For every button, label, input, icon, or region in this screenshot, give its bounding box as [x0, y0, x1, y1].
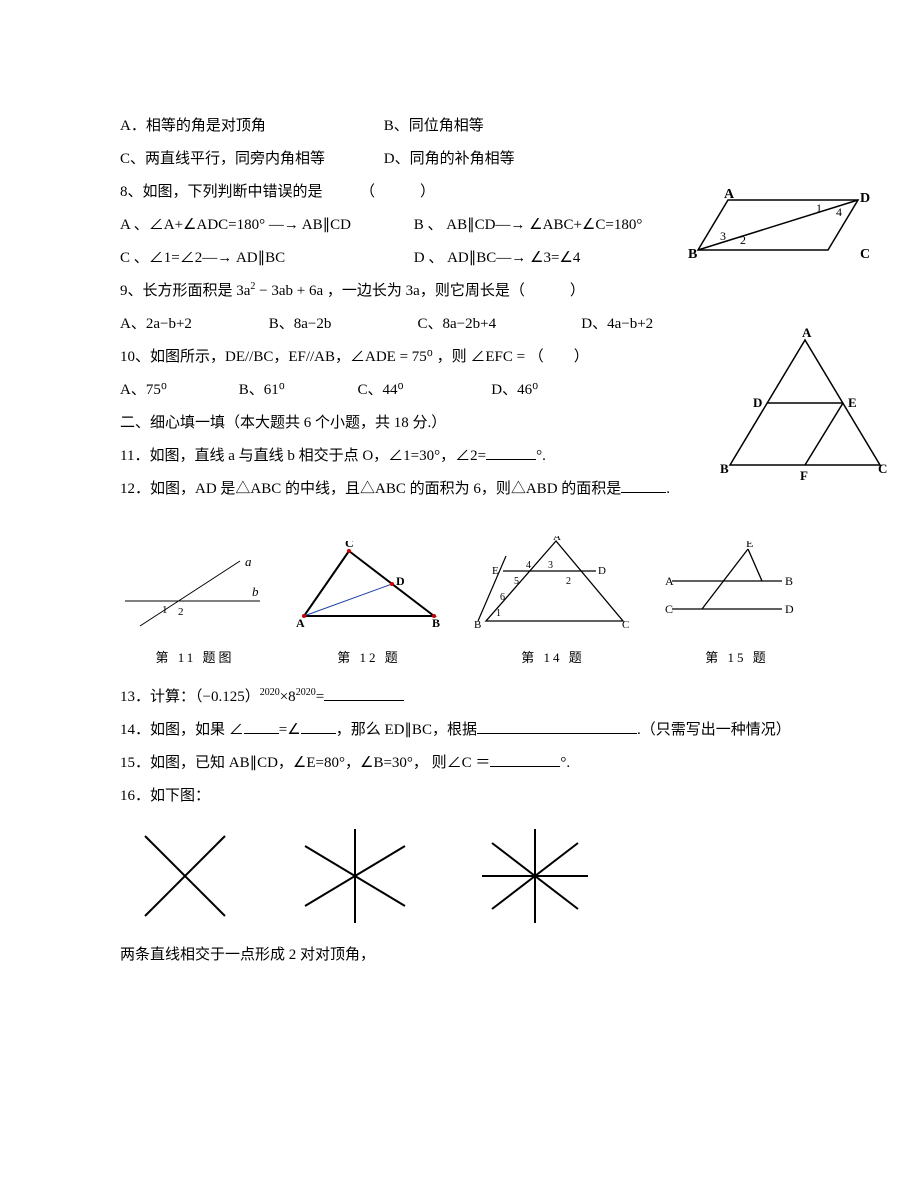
fig15-svg: E A B C D [662, 541, 812, 631]
q13-mid: ×8 [280, 689, 296, 705]
q14-c: ，那么 ED∥BC，根据 [336, 722, 477, 738]
svg-text:A: A [724, 187, 735, 202]
q14-d: .（只需写出一种情况） [637, 722, 791, 738]
svg-text:D: D [785, 602, 794, 616]
q11-blank [486, 444, 536, 460]
svg-text:B: B [720, 461, 729, 476]
q8-a: A 、∠A+∠ADC=180° —→ AB∥CD [120, 209, 410, 242]
q9-a: A、2a−b+2 [120, 308, 265, 341]
q10-c: C、44⁰ [358, 374, 488, 407]
svg-text:2: 2 [566, 576, 571, 587]
q14-blank1 [244, 718, 279, 734]
q16-text: 16．如下图： [120, 780, 810, 813]
q11-text: 11．如图，直线 a 与直线 b 相交于点 O，∠1=30°，∠2= [120, 448, 486, 464]
fig12-cap: 第 12 题 [294, 644, 444, 673]
q16-tail: 两条直线相交于一点形成 2 对对顶角， [120, 939, 810, 972]
svg-text:A: A [553, 536, 561, 543]
svg-text:C: C [345, 541, 354, 550]
fig12-svg: C A B D [294, 541, 444, 631]
q13-exp2: 2020 [296, 687, 316, 698]
fig11-cap: 第 11 题图 [120, 644, 270, 673]
q12-suf: . [666, 481, 670, 497]
svg-text:B: B [688, 247, 697, 262]
star4 [470, 821, 600, 931]
svg-text:A: A [665, 574, 674, 588]
fig14-cap: 第 14 题 [468, 644, 638, 673]
q8-d: D 、 AD∥BC—→ ∠3=∠4 [414, 250, 581, 266]
figures-row: a b 1 2 第 11 题图 C A B D 第 12 题 [120, 536, 810, 673]
q14-b: =∠ [279, 722, 301, 738]
q10-b: B、61⁰ [239, 374, 354, 407]
q13-pre: 13．计算：（−0.125） [120, 689, 260, 705]
svg-text:D: D [860, 191, 870, 206]
q9-b: B、8a−2b [269, 308, 414, 341]
svg-text:5: 5 [514, 576, 519, 587]
q10-figure: A B C D E F [720, 335, 890, 485]
svg-text:E: E [492, 565, 499, 577]
svg-text:D: D [598, 565, 606, 577]
svg-text:3: 3 [548, 560, 553, 571]
svg-text:1: 1 [162, 604, 168, 616]
svg-text:B: B [785, 574, 793, 588]
q15-b: °. [560, 755, 570, 771]
svg-text:6: 6 [500, 592, 505, 603]
star-row [130, 821, 810, 931]
svg-text:2: 2 [178, 606, 184, 618]
svg-text:F: F [800, 468, 808, 483]
svg-text:A: A [802, 325, 812, 340]
q7-opt-b: B、同位角相等 [384, 110, 644, 143]
section2-title: 二、细心填一填（本大题共 6 个小题，共 18 分.） [120, 407, 810, 440]
svg-text:B: B [432, 616, 440, 630]
star3 [290, 821, 420, 931]
svg-text:E: E [746, 541, 753, 550]
q12-text: 12．如图，AD 是△ABC 的中线，且△ABC 的面积为 6，则△ABD 的面… [120, 481, 621, 497]
q9-pre: 9、长方形面积是 3a [120, 283, 250, 299]
svg-text:B: B [474, 619, 481, 631]
q11-suf: °. [536, 448, 546, 464]
svg-text:E: E [848, 395, 857, 410]
svg-text:a: a [245, 554, 252, 569]
q14-a: 14．如图，如果 ∠ [120, 722, 244, 738]
svg-text:D: D [396, 574, 405, 588]
q13-exp1: 2020 [260, 687, 280, 698]
q13-blank [324, 685, 404, 701]
svg-text:b: b [252, 584, 259, 599]
svg-text:C: C [878, 461, 887, 476]
q10-d: D、46⁰ [491, 382, 538, 398]
q8-b: B 、 AB∥CD—→ ∠ABC+∠C=180° [414, 217, 643, 233]
svg-text:C: C [665, 602, 673, 616]
q7-opt-d: D、同角的补角相等 [384, 143, 644, 176]
svg-text:C: C [622, 619, 629, 631]
fig11-svg: a b 1 2 [120, 551, 270, 631]
svg-text:4: 4 [526, 560, 531, 571]
q8-figure: A D B C 1 4 3 2 [698, 190, 888, 275]
svg-text:1: 1 [496, 608, 501, 619]
q13-eq: = [316, 689, 324, 705]
fig14-svg: A B C D E 3 4 5 2 6 1 [468, 536, 638, 631]
svg-text:2: 2 [740, 233, 746, 247]
q15-blank [490, 751, 560, 767]
q7-opt-c: C、两直线平行，同旁内角相等 [120, 143, 380, 176]
q8-c: C 、∠1=∠2—→ AD∥BC [120, 242, 410, 275]
q15-a: 15．如图，已知 AB∥CD，∠E=80°，∠B=30°， 则∠C ＝ [120, 755, 490, 771]
q10-a: A、75⁰ [120, 374, 235, 407]
svg-text:D: D [753, 395, 762, 410]
q14-blank3 [477, 718, 637, 734]
q9-mid: − 3ab + 6a ，一边长为 3a，则它周长是（ ） [255, 283, 584, 299]
fig15-cap: 第 15 题 [662, 644, 812, 673]
svg-text:1: 1 [816, 201, 822, 215]
svg-text:C: C [860, 247, 870, 262]
q10-stem: 10、如图所示，DE//BC，EF//AB，∠ADE = 75⁰ ，则 ∠EFC… [120, 341, 810, 374]
q12-blank [621, 477, 666, 493]
svg-text:4: 4 [836, 205, 842, 219]
q9-c: C、8a−2b+4 [418, 308, 578, 341]
q7-opt-a: A．相等的角是对顶角 [120, 110, 380, 143]
q14-blank2 [301, 718, 336, 734]
svg-text:A: A [296, 616, 305, 630]
star2 [130, 821, 240, 931]
svg-text:3: 3 [720, 229, 726, 243]
q9-d: D、4a−b+2 [581, 316, 653, 332]
